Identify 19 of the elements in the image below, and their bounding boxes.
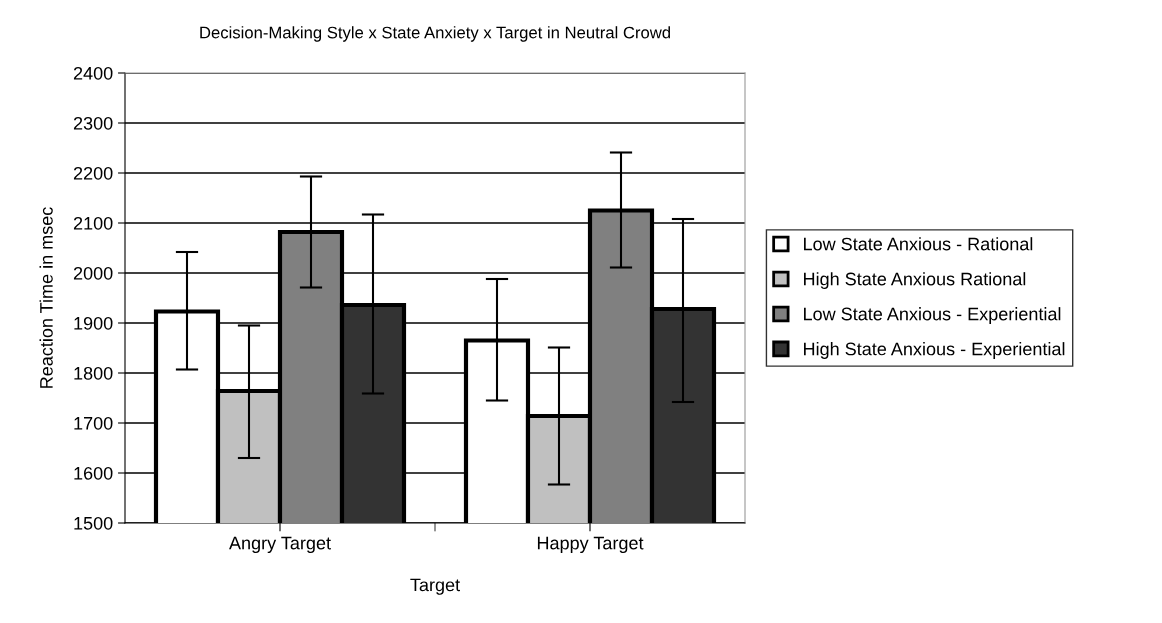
y-tick-label: 2100 [73,216,113,230]
legend-label: High State Anxious - Experiential [804,342,1065,359]
y-tick-label: 2300 [73,116,113,130]
x-tick-label: Happy Target [537,536,644,554]
chart-title: Decision-Making Style x State Anxiety x Target in Neutral Crowd [200,26,670,42]
x-axis-title: Target [410,578,460,595]
y-tick-label: 1700 [74,416,113,430]
y-tick-label: 2200 [73,166,113,180]
legend-label: High State Anxious Rational [804,272,1026,289]
y-tick-label: 1600 [74,466,113,480]
y-tick-label: 1500 [74,516,113,530]
y-axis-title: Reaction Time in msec [39,207,53,388]
y-tick-label: 1900 [74,316,113,330]
legend-label: Low State Anxious - Experiential [804,307,1061,324]
y-tick-label: 1800 [74,366,113,380]
legend-label: Low State Anxious - Rational [804,237,1033,251]
y-tick-label: 2400 [73,66,113,80]
y-tick-label: 2000 [73,266,113,280]
x-tick-label: Angry Target [229,536,331,554]
